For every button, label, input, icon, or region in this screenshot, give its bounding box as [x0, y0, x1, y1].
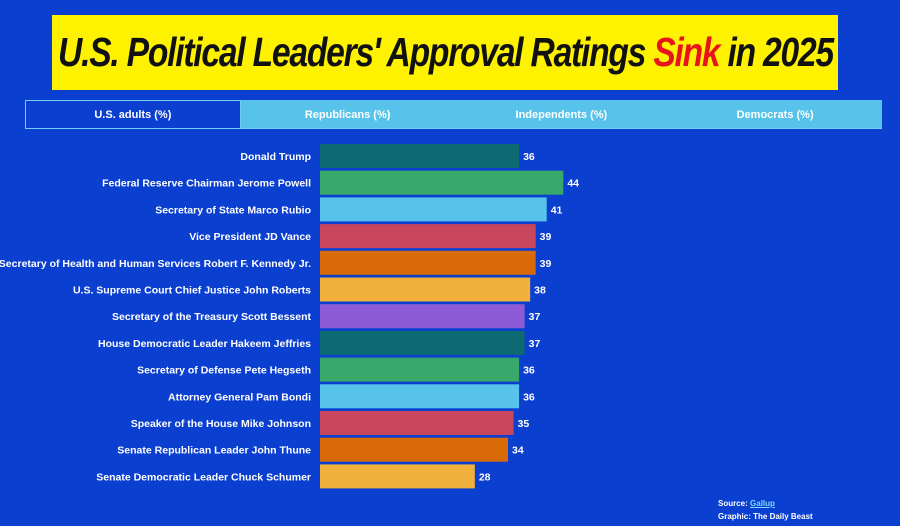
value-label: 37	[529, 338, 541, 350]
title-accent-word: Sink	[652, 29, 720, 75]
value-label: 37	[529, 311, 541, 323]
value-label: 35	[518, 418, 530, 430]
audience-tabs: U.S. adults (%) Republicans (%) Independ…	[25, 100, 882, 129]
bar	[320, 464, 475, 489]
category-label: Donald Trump	[240, 151, 311, 163]
tab-us-adults[interactable]: U.S. adults (%)	[25, 100, 241, 129]
bar	[320, 384, 520, 409]
tab-republicans[interactable]: Republicans (%)	[240, 100, 455, 129]
bar	[320, 330, 525, 355]
value-label: 39	[540, 258, 552, 270]
category-label: Secretary of Health and Human Services R…	[0, 258, 311, 270]
bar	[320, 277, 531, 302]
source-label: Source:	[718, 499, 748, 508]
bar	[320, 411, 514, 435]
title-part-1: U.S. Political Leaders' Approval Ratings	[57, 29, 653, 75]
value-label: 36	[523, 365, 535, 377]
bar	[320, 224, 536, 249]
graphic-credit: Graphic: The Daily Beast	[718, 512, 813, 521]
bar	[320, 144, 520, 168]
category-label: Secretary of Defense Pete Hegseth	[137, 365, 311, 377]
bar	[320, 250, 536, 275]
value-label: 36	[523, 151, 535, 163]
value-label: 39	[540, 231, 552, 243]
credits: Source: Gallup Graphic: The Daily Beast	[718, 497, 813, 523]
title-part-2: in 2025	[718, 29, 834, 75]
category-label: Attorney General Pam Bondi	[168, 391, 311, 403]
source-link-gallup[interactable]: Gallup	[750, 499, 775, 508]
category-label: Senate Democratic Leader Chuck Schumer	[96, 471, 311, 483]
category-label: House Democratic Leader Hakeem Jeffries	[98, 338, 311, 350]
category-label: Secretary of State Marco Rubio	[155, 204, 311, 216]
value-label: 44	[567, 178, 579, 190]
value-label: 41	[551, 204, 563, 216]
chart-title: U.S. Political Leaders' Approval Ratings…	[57, 29, 834, 76]
value-label: 28	[479, 471, 491, 483]
category-label: U.S. Supreme Court Chief Justice John Ro…	[73, 285, 311, 297]
source-line: Source: Gallup	[718, 497, 813, 510]
value-label: 34	[512, 445, 524, 457]
tab-democrats[interactable]: Democrats (%)	[668, 100, 882, 129]
category-label: Secretary of the Treasury Scott Bessent	[112, 311, 312, 323]
category-label: Vice President JD Vance	[189, 231, 311, 243]
value-label: 38	[534, 285, 546, 297]
category-label: Federal Reserve Chairman Jerome Powell	[102, 178, 311, 190]
category-label: Speaker of the House Mike Johnson	[131, 418, 311, 430]
bar	[320, 357, 520, 382]
title-banner: U.S. Political Leaders' Approval Ratings…	[52, 15, 838, 90]
bar	[320, 170, 564, 195]
approval-bar-chart: Donald Trump 36 Federal Reserve Chairman J…	[0, 144, 579, 489]
bar	[320, 437, 509, 462]
value-label: 36	[523, 391, 535, 403]
bar	[320, 304, 525, 329]
tab-independents[interactable]: Independents (%)	[454, 100, 669, 129]
category-label: Senate Republican Leader John Thune	[117, 445, 311, 457]
bar	[320, 197, 547, 222]
